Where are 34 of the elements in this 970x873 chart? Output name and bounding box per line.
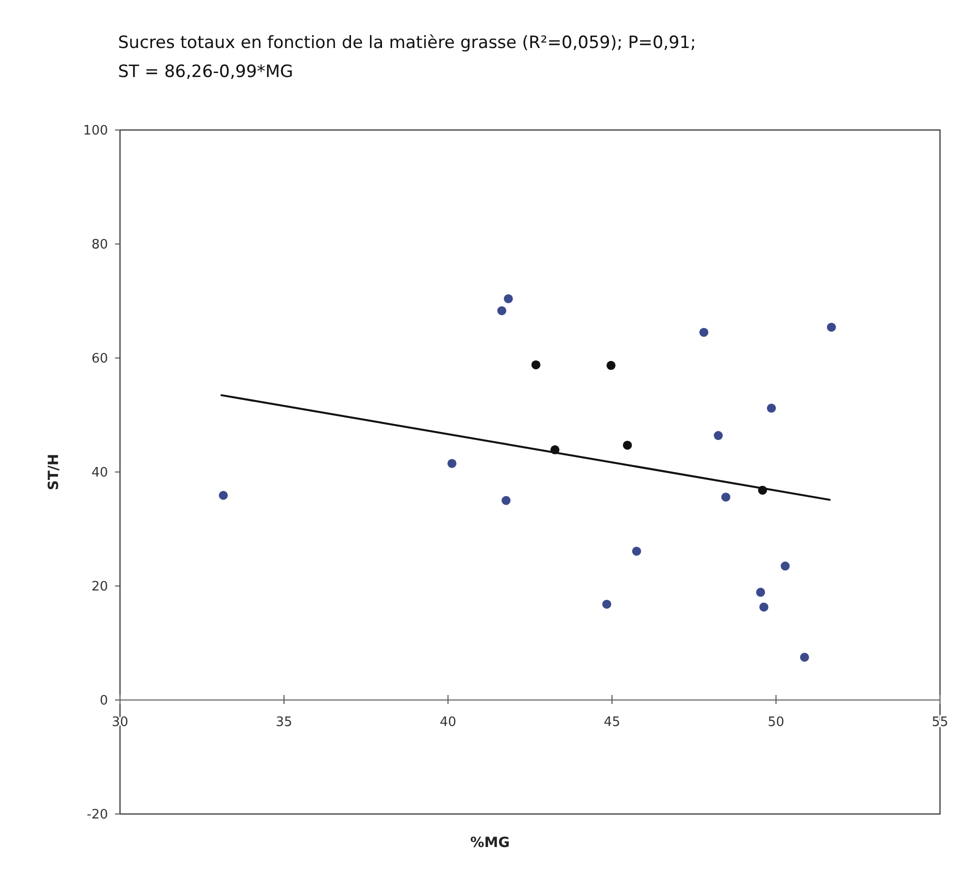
point xyxy=(714,431,723,440)
x-axis-title: %MG xyxy=(470,835,510,851)
chart-subtitle: ST = 86,26-0,99*MG xyxy=(118,62,294,82)
point xyxy=(622,440,632,450)
point xyxy=(699,328,708,337)
point xyxy=(759,602,768,612)
point xyxy=(780,562,790,571)
y-tick-label: 20 xyxy=(91,580,108,594)
point xyxy=(602,600,612,609)
point xyxy=(800,652,810,662)
point xyxy=(497,306,506,316)
point xyxy=(447,458,456,468)
y-axis-title: ST/H xyxy=(46,454,62,490)
y-tick-label: 80 xyxy=(91,238,108,252)
x-tick-label: 45 xyxy=(604,715,620,730)
point xyxy=(502,496,511,505)
x-tick-label: 50 xyxy=(768,715,784,730)
point xyxy=(721,492,730,502)
y-tick-label: -20 xyxy=(86,808,108,822)
point xyxy=(826,322,836,332)
point xyxy=(632,546,642,556)
point xyxy=(606,360,616,370)
point xyxy=(504,294,513,304)
point xyxy=(766,404,776,413)
y-tick-label: 0 xyxy=(100,694,108,708)
y-tick-label: 100 xyxy=(83,124,108,138)
y-tick-label: 40 xyxy=(91,466,108,480)
x-tick-label: 35 xyxy=(276,715,292,730)
point xyxy=(531,360,540,370)
y-tick-label: 60 xyxy=(91,352,108,366)
point xyxy=(218,490,228,500)
point xyxy=(756,588,766,597)
x-tick-label: 40 xyxy=(440,715,456,730)
chart-title: Sucres totaux en fonction de la matière grasse (R²=0,059); P=0,91; xyxy=(118,33,696,53)
